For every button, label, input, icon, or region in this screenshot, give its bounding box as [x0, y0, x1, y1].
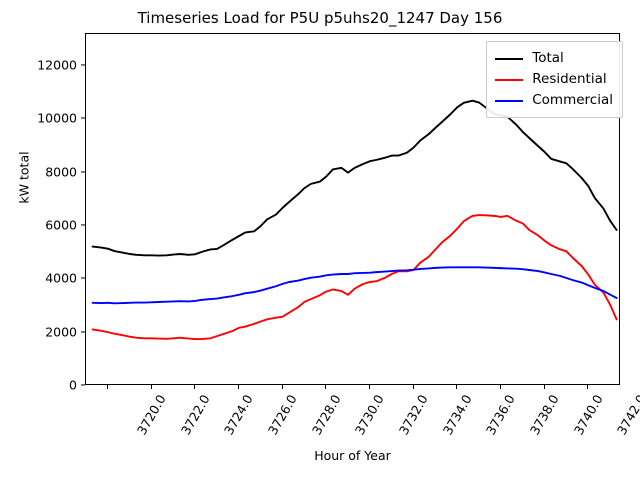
x-tick-mark — [194, 385, 196, 389]
y-tick-label: 6000 — [45, 217, 77, 233]
x-tick-mark — [368, 385, 370, 389]
x-tick-mark — [325, 385, 327, 389]
x-tick-label: 3728.0 — [308, 392, 344, 438]
x-tick-mark — [106, 385, 108, 389]
plot-lines — [91, 99, 618, 341]
y-tick-mark — [81, 277, 85, 279]
legend-swatch-icon — [495, 78, 524, 81]
x-axis-label: Hour of Year — [314, 448, 391, 463]
legend-item-commercial: Commercial — [495, 90, 613, 111]
x-tick-label: 3722.0 — [177, 392, 213, 438]
y-axis-tick-group: 0 2000 4000 6000 8000 10000 12000 — [0, 33, 85, 393]
x-tick-mark — [281, 385, 283, 389]
x-tick-mark — [499, 385, 501, 389]
x-tick-label: 3726.0 — [264, 392, 300, 438]
legend-item-residential: Residential — [495, 69, 613, 90]
x-tick-label: 3732.0 — [395, 392, 431, 438]
legend-label: Residential — [532, 70, 607, 87]
x-tick-label: 3730.0 — [352, 392, 387, 438]
y-tick-label: 0 — [69, 377, 77, 393]
legend-label: Total — [532, 49, 564, 66]
x-tick-mark — [237, 385, 239, 389]
x-tick-label: 3720.0 — [133, 392, 169, 438]
y-tick-mark — [81, 384, 85, 386]
y-tick-mark — [81, 331, 85, 333]
x-tick-label: 3738.0 — [526, 392, 562, 438]
series-line-commercial — [91, 266, 618, 305]
series-line-residential — [91, 214, 618, 341]
x-tick-mark — [456, 385, 458, 389]
series-line-total — [91, 99, 618, 257]
legend-swatch-icon — [495, 57, 524, 60]
y-tick-label: 8000 — [45, 164, 77, 180]
chart-title: Timeseries Load for P5U p5uhs20_1247 Day… — [137, 9, 503, 27]
y-tick-label: 10000 — [37, 110, 77, 126]
y-tick-mark — [81, 64, 85, 66]
x-tick-mark — [412, 385, 414, 389]
x-tick-label: 3724.0 — [221, 392, 256, 438]
legend-item-total: Total — [495, 48, 613, 69]
y-tick-label: 12000 — [37, 57, 77, 73]
y-axis-label: kW total — [16, 151, 32, 204]
x-tick-label: 3734.0 — [439, 392, 475, 438]
x-tick-mark — [587, 385, 589, 389]
y-tick-mark — [81, 171, 85, 173]
legend-label: Commercial — [532, 91, 613, 108]
y-tick-mark — [81, 224, 85, 226]
x-tick-label: 3736.0 — [483, 392, 518, 438]
legend-swatch-icon — [495, 99, 524, 102]
chart-legend: Total Residential Commercial — [486, 41, 623, 118]
y-tick-label: 2000 — [45, 324, 77, 340]
x-tick-mark — [543, 385, 545, 389]
x-tick-label: 3742.0 — [614, 392, 640, 438]
y-tick-mark — [81, 117, 85, 119]
x-tick-mark — [150, 385, 152, 389]
x-tick-label: 3740.0 — [570, 392, 606, 438]
y-tick-label: 4000 — [45, 270, 77, 286]
x-axis-tick-group: 3720.0 3722.0 3724.0 3726.0 3728.0 3730.0 3732… — [85, 385, 640, 465]
